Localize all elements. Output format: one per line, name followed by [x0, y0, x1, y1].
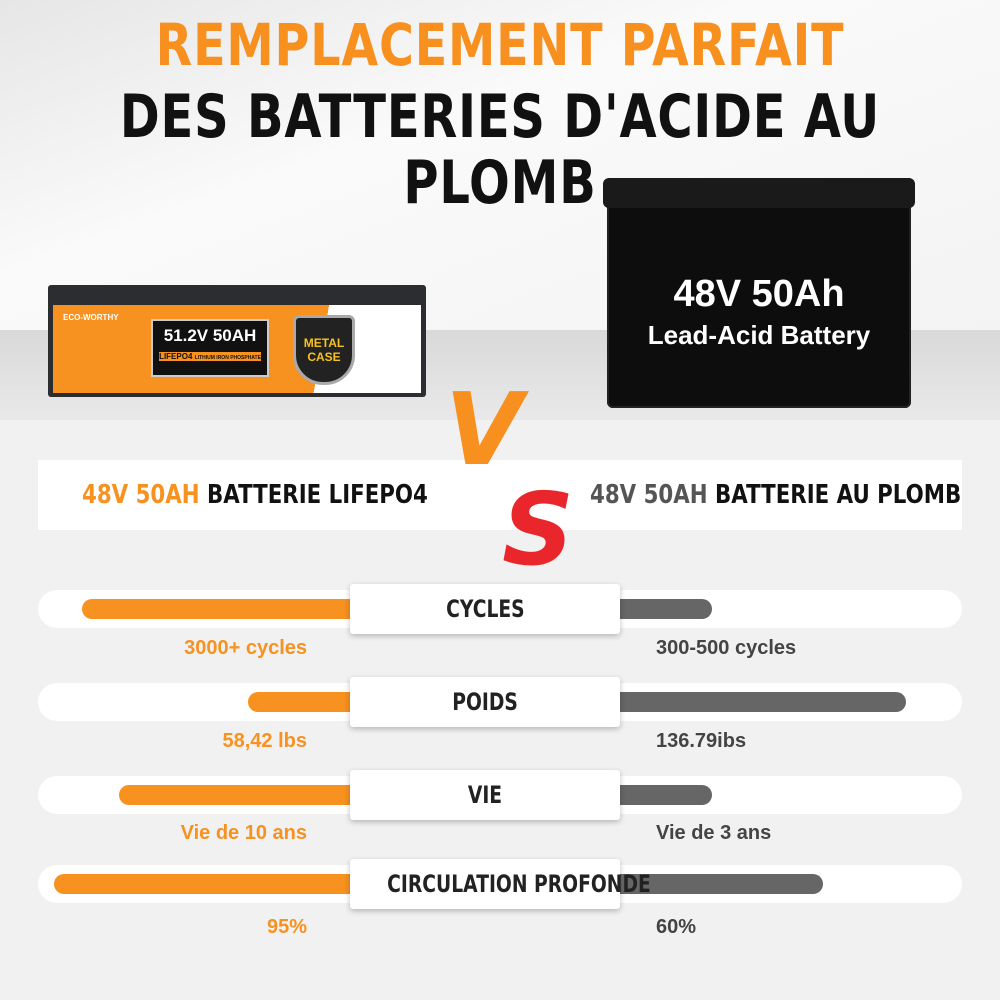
- row-label: VIE: [350, 770, 620, 820]
- battery-voltage: 51.2V 50AH: [163, 326, 257, 345]
- title-line2: DES BATTERIES D'ACIDE AU PLOMB: [119, 82, 881, 218]
- lifepo4-bar: [54, 874, 350, 894]
- lifepo4-battery-image: ECO-WORTHY 51.2V 50AH LIFEPO4 LITHIUM IR…: [48, 285, 426, 397]
- row-label: CIRCULATION PROFONDE: [350, 859, 651, 909]
- lead-name: Lead-Acid Battery: [647, 320, 871, 350]
- right-product-label: 48V 50AH BATTERIE AU PLOMB: [590, 480, 962, 510]
- lead-acid-battery-image: 48V 50Ah Lead-Acid Battery: [575, 160, 945, 410]
- row-label: POIDS: [350, 677, 620, 727]
- lead-acid-value: 60%: [656, 916, 697, 938]
- lifepo4-value: Vie de 10 ans: [180, 822, 307, 844]
- lifepo4-value: 95%: [266, 916, 307, 938]
- lead-acid-value: Vie de 3 ans: [656, 822, 772, 844]
- comparison-row: VIE: [38, 770, 962, 820]
- left-product-label: 48V 50AH BATTERIE LIFEPO4: [82, 480, 428, 510]
- lead-acid-bar: [620, 692, 906, 712]
- comparison-header: 48V 50AH BATTERIE LIFEPO4 48V 50AH BATTE…: [38, 460, 962, 530]
- comparison-row: CIRCULATION PROFONDE: [38, 859, 962, 909]
- lead-acid-value: 136.79ibs: [656, 730, 747, 752]
- lead-voltage: 48V 50Ah: [673, 273, 845, 315]
- metal-case-shield-icon: METAL CASE: [293, 315, 355, 385]
- comparison-row: POIDS: [38, 677, 962, 727]
- lead-acid-value: 300-500 cycles: [656, 637, 797, 659]
- title-line1: REMPLACEMENT PARFAIT: [155, 11, 845, 79]
- lead-acid-bar: [620, 599, 712, 619]
- lifepo4-bar: [248, 692, 350, 712]
- battery-label: 51.2V 50AH LIFEPO4 LITHIUM IRON PHOSPHAT…: [151, 319, 269, 377]
- row-label: CYCLES: [350, 584, 620, 634]
- lifepo4-value: 3000+ cycles: [184, 637, 307, 659]
- lifepo4-bar: [82, 599, 350, 619]
- lifepo4-bar: [119, 785, 350, 805]
- lead-acid-bar: [620, 874, 823, 894]
- chemistry-full: LITHIUM IRON PHOSPHATE: [194, 354, 261, 361]
- lead-acid-bar: [620, 785, 712, 805]
- comparison-row: CYCLES: [38, 584, 962, 634]
- lifepo4-value: 58,42 lbs: [222, 730, 307, 752]
- brand-logo: ECO-WORTHY: [63, 313, 119, 322]
- chemistry: LIFEPO4: [159, 351, 193, 361]
- vs-letter-s: S: [502, 471, 575, 588]
- vs-letter-v: V: [445, 371, 523, 488]
